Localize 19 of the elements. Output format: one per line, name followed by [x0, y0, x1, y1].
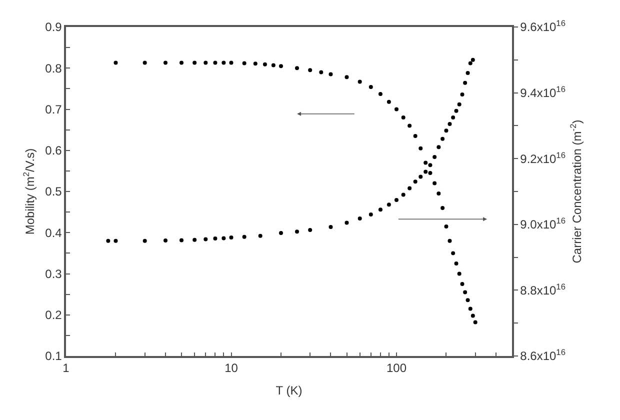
y2-tick-label: 8.8x10$^{16}$	[520, 281, 566, 298]
y-tick-label: 0.6	[45, 144, 62, 158]
y-tick-label: 0.7	[45, 102, 62, 116]
y2-tick-label: 9.0x10$^{16}$	[520, 216, 566, 232]
y-tick-label: 0.9	[45, 20, 62, 34]
y-tick-label: 0.2	[45, 308, 62, 322]
y2-tick-label: 9.2x10$^{16}$	[520, 150, 566, 166]
y-tick-label: 0.8	[45, 61, 62, 76]
y-tick-label: 0.4	[45, 226, 62, 240]
x-tick-label: 10	[224, 361, 238, 376]
y2-tick-label: 9.6x10$^{16}$	[520, 18, 566, 34]
y2-tick-label: 9.4x10$^{16}$	[520, 84, 566, 100]
y-tick-label: 0.5	[45, 184, 62, 199]
x-axis-title: T (K)	[276, 384, 302, 398]
x-tick-label: 1	[62, 361, 70, 376]
y-tick-label: 0.3	[45, 266, 62, 281]
x-tick-label: 100	[386, 361, 407, 376]
y-tick-label: 0.1	[45, 349, 62, 364]
y2-tick-label: 8.6x10$^{16}$	[520, 347, 566, 364]
